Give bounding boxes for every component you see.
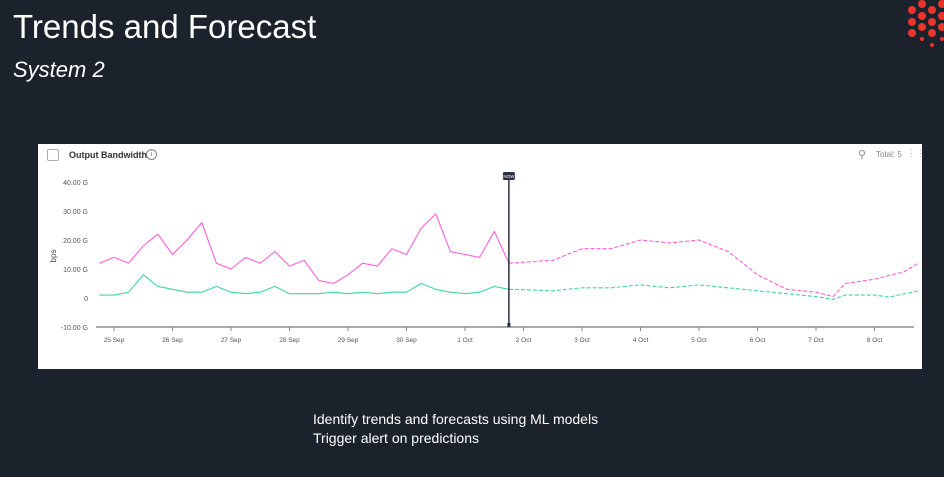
info-icon[interactable]: i [146, 149, 157, 160]
page-subtitle: System 2 [13, 57, 105, 82]
panel-title: Output Bandwidth [69, 150, 147, 160]
series-line-0 [99, 213, 510, 285]
description-line-2: Trigger alert on predictions [313, 430, 480, 446]
y-axis-label: bps [49, 250, 58, 263]
bandwidth-chart: 40.00 G 30.00 G 20.00 G 10.00 G 0 -10.00 G bps… [49, 172, 919, 344]
y-tick-label: 20.00 G [63, 238, 88, 245]
description: Identify trends and forecasts using ML m… [313, 410, 598, 448]
x-tick-label: 2 Oct [516, 337, 532, 344]
drag-handle-icon[interactable]: ⋮⋮ [907, 148, 925, 158]
x-tick-label: 5 Oct [691, 337, 707, 344]
y-tick-label: 0 [84, 296, 88, 303]
page-title: Trends and Forecast [13, 8, 317, 45]
now-marker-label: NOW [503, 174, 515, 179]
now-marker-handle [507, 323, 511, 327]
x-tick-label: 25 Sep [104, 337, 125, 344]
y-tick-label: 10.00 G [63, 267, 88, 274]
now-marker-badge [502, 172, 515, 180]
y-tick-label: 30.00 G [63, 209, 88, 216]
x-tick-label: 3 Oct [574, 337, 590, 344]
search-icon[interactable]: ⚲ [858, 149, 867, 161]
select-checkbox[interactable] [47, 149, 59, 161]
series-line-2 [99, 274, 510, 296]
y-tick-label: -10.00 G [61, 325, 88, 332]
x-tick-label: 27 Sep [221, 337, 242, 344]
y-tick-label: 40.00 G [63, 180, 88, 187]
logo [908, 0, 944, 47]
x-tick-label: 1 Oct [457, 337, 473, 344]
x-tick-label: 4 Oct [633, 337, 649, 344]
series-line-1 [508, 239, 919, 298]
total-count: Total: 5 [876, 150, 902, 159]
x-tick-label: 29 Sep [338, 337, 359, 344]
x-tick-label: 28 Sep [279, 337, 300, 344]
x-tick-label: 7 Oct [808, 337, 824, 344]
x-tick-label: 30 Sep [396, 337, 417, 344]
x-tick-label: 8 Oct [867, 337, 883, 344]
x-tick-label: 26 Sep [162, 337, 183, 344]
x-tick-label: 6 Oct [750, 337, 766, 344]
description-line-1: Identify trends and forecasts using ML m… [313, 411, 599, 427]
chart-panel: Output Bandwidth i ⚲ Total: 5 ⋮⋮ 40.00 G… [38, 144, 925, 369]
series-line-3 [508, 284, 919, 300]
